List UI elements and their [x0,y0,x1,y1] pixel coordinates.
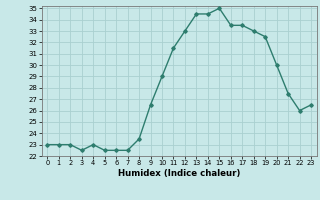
X-axis label: Humidex (Indice chaleur): Humidex (Indice chaleur) [118,169,240,178]
